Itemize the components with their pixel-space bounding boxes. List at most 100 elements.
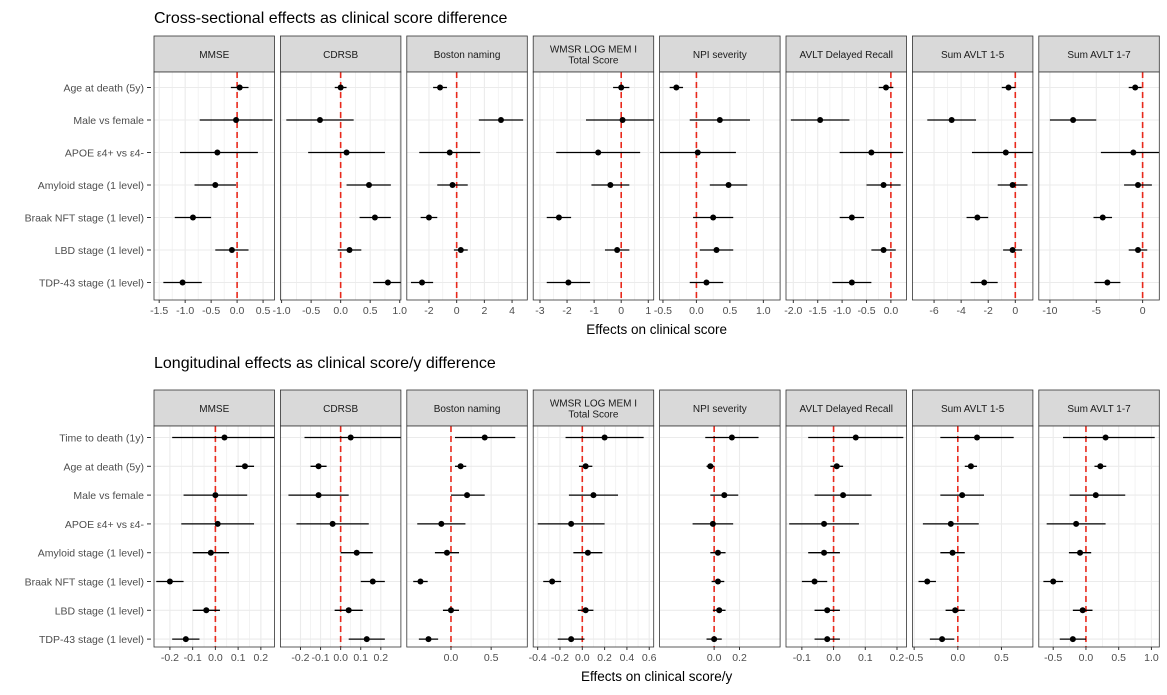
effect-point — [1050, 578, 1057, 585]
x-tick-label: 0.2 — [374, 652, 389, 664]
x-tick-label: 0.0 — [208, 652, 223, 664]
panel-title: MMSE — [199, 404, 229, 415]
panel-background — [1038, 426, 1160, 647]
effect-point — [233, 117, 240, 123]
row-label: Age at death (5y) — [63, 83, 144, 95]
panel-border — [1038, 425, 1160, 648]
x-tick-label: 0.0 — [884, 305, 899, 317]
effect-point — [811, 578, 818, 585]
effect-point — [833, 463, 840, 470]
x-tick-label: -1 — [589, 305, 598, 317]
panel-title: Total Score — [568, 410, 618, 421]
effect-point — [584, 549, 591, 556]
effect-point — [728, 434, 735, 441]
x-tick-label: 0.2 — [890, 652, 905, 664]
effect-point — [1102, 434, 1109, 441]
panel-border — [912, 71, 1034, 301]
x-tick-label: 0.0 — [333, 652, 348, 664]
effect-point — [353, 549, 360, 556]
panel-title: Sum AVLT 1-7 — [1067, 404, 1131, 415]
effect-point — [446, 149, 453, 156]
x-tick-label: -0.5 — [202, 305, 220, 317]
effect-point — [549, 578, 556, 585]
effect-point — [821, 520, 828, 527]
panel: Boston naming -2 0 2 4 — [406, 35, 528, 317]
panel-header — [1038, 35, 1160, 73]
row-label: Braak NFT stage (1 level) — [25, 213, 144, 225]
effect-point — [214, 149, 221, 156]
effect-point — [214, 520, 221, 527]
panel-header — [532, 35, 655, 73]
effect-point — [425, 636, 432, 643]
effect-point — [974, 214, 981, 221]
x-tick-label: -4 — [956, 305, 965, 317]
effect-point — [449, 182, 456, 188]
panel-header — [406, 389, 528, 427]
panel: Boston naming 0.0 0.5 — [406, 389, 528, 664]
panel-border — [785, 71, 907, 301]
effect-point — [316, 117, 323, 123]
effect-point — [673, 84, 680, 91]
panel: AVLT Delayed Recall -0.1 0.0 0.1 0.2 — [785, 389, 907, 664]
panel-border — [659, 425, 781, 648]
effect-point — [848, 279, 855, 286]
effect-point — [981, 279, 988, 286]
x-tick-label: -0.2 — [291, 652, 309, 664]
x-tick-label: 1 — [645, 305, 651, 317]
panel-title: Boston naming — [434, 50, 501, 61]
panel: Sum AVLT 1-5 -6 -4 -2 0 — [912, 35, 1034, 317]
effect-point — [582, 463, 589, 470]
effect-point — [366, 182, 373, 188]
panel-header — [1038, 389, 1160, 427]
effect-point — [711, 636, 718, 643]
effect-point — [419, 279, 426, 286]
effect-point — [880, 182, 887, 188]
effect-point — [590, 492, 597, 499]
x-tick-label: 0.4 — [620, 652, 635, 664]
chart-title: Longitudinal effects as clinical score/y… — [154, 355, 496, 372]
effect-point — [1104, 279, 1111, 286]
x-tick-label: 0.1 — [858, 652, 873, 664]
effect-point — [582, 607, 589, 614]
x-tick-label: -10 — [1042, 305, 1057, 317]
panel-header — [406, 35, 528, 73]
panel-title: WMSR LOG MEM I — [550, 45, 637, 56]
effect-point — [694, 149, 701, 156]
effect-point — [817, 117, 824, 123]
effect-point — [236, 84, 243, 91]
panel: Sum AVLT 1-5 -0.5 0.0 0.5 — [905, 389, 1034, 664]
effect-point — [457, 247, 464, 253]
effect-point — [725, 182, 732, 188]
panel-border — [406, 425, 528, 648]
row-label: Time to death (1y) — [59, 433, 144, 445]
effect-point — [595, 149, 602, 156]
effect-point — [716, 117, 723, 123]
panel-border — [912, 425, 1034, 648]
effect-point — [369, 578, 376, 585]
effect-point — [1134, 247, 1141, 253]
effect-point — [343, 149, 350, 156]
effect-point — [967, 463, 974, 470]
x-tick-label: 0.5 — [994, 652, 1009, 664]
x-tick-label: 0 — [454, 305, 460, 317]
x-tick-label: 0.5 — [256, 305, 271, 317]
panel-title: AVLT Delayed Recall — [800, 404, 893, 415]
x-tick-label: -5 — [1092, 305, 1101, 317]
effect-point — [710, 214, 717, 221]
effect-point — [939, 636, 946, 643]
x-tick-label: 1.0 — [756, 305, 771, 317]
panel-header — [785, 35, 907, 73]
effect-point — [721, 492, 728, 499]
x-tick-label: -1.5 — [150, 305, 168, 317]
x-tick-label: 0.5 — [484, 652, 499, 664]
x-tick-label: 0.0 — [575, 652, 590, 664]
effect-point — [417, 578, 424, 585]
panel-header — [912, 35, 1034, 73]
effect-point — [840, 492, 847, 499]
effect-point — [565, 279, 572, 286]
effect-point — [1130, 149, 1137, 156]
panel-border — [1038, 71, 1160, 301]
panel-header — [279, 35, 402, 73]
effect-point — [1097, 463, 1104, 470]
effect-point — [714, 549, 721, 556]
